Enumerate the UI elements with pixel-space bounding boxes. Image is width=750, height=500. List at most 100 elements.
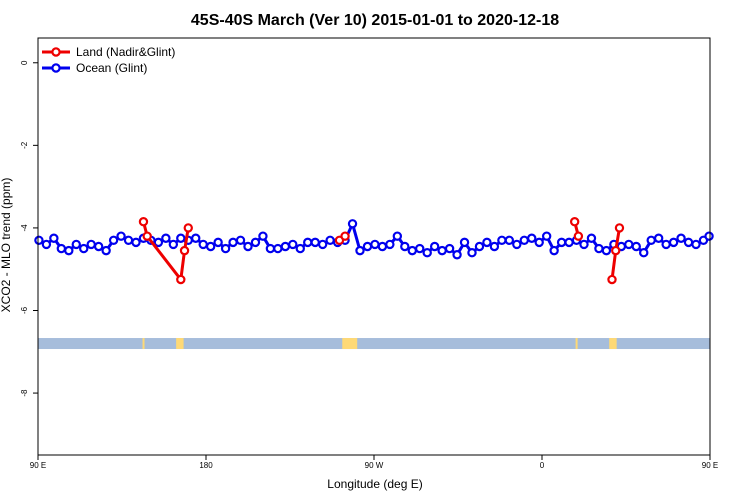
ocean-point	[176, 233, 186, 243]
y-axis: 0 -2 -4 -6 -8	[20, 60, 38, 397]
ocean-point	[489, 241, 500, 252]
ocean-point	[93, 241, 104, 252]
land-point	[614, 223, 625, 233]
ocean-point	[691, 239, 701, 250]
ocean-point	[273, 243, 283, 254]
ocean-point	[512, 239, 522, 250]
ocean-point	[265, 243, 276, 254]
ocean-point	[444, 243, 455, 254]
ocean-point	[474, 241, 485, 252]
ocean-point	[280, 241, 291, 252]
ocean-point	[79, 243, 89, 254]
legend-marker	[51, 63, 61, 73]
x-tick-label: 0	[540, 461, 545, 470]
x-tick-label: 180	[199, 461, 213, 470]
ocean-point	[601, 245, 612, 256]
ocean-point	[161, 233, 171, 243]
ocean-point	[325, 235, 335, 246]
ocean-point	[415, 243, 425, 254]
ocean-point	[235, 235, 246, 246]
ocean-point	[400, 241, 410, 252]
ocean-point	[653, 233, 664, 243]
y-tick-label: -8	[20, 389, 29, 397]
ocean-point	[452, 250, 462, 260]
ocean-point	[64, 245, 74, 256]
chart-title: 45S-40S March (Ver 10) 2015-01-01 to 202…	[191, 12, 559, 29]
land-point	[340, 231, 350, 241]
ocean-point	[153, 237, 164, 248]
ocean-point	[116, 231, 126, 241]
y-tick-label: -6	[20, 306, 29, 314]
ocean-point	[198, 239, 208, 250]
x-axis: 90 E 180 90 W 0 90 E	[30, 455, 718, 470]
ocean-point	[108, 235, 119, 246]
ocean-point	[467, 247, 477, 258]
y-axis-label: XCO2 - MLO trend (ppm)	[0, 178, 13, 313]
x-tick-label: 90 E	[702, 461, 718, 470]
ocean-point	[437, 245, 447, 256]
ocean-point	[683, 237, 694, 248]
ocean-point	[49, 233, 59, 243]
ocean-point	[41, 239, 52, 250]
land-point	[569, 217, 580, 227]
ocean-point	[661, 239, 671, 250]
land-patch	[575, 338, 578, 350]
y-tick-label: -2	[20, 141, 29, 149]
ocean-point	[407, 245, 417, 256]
ocean-point	[220, 243, 231, 254]
ocean-point	[362, 241, 373, 252]
ocean-point	[131, 237, 141, 248]
x-tick-label: 90 W	[365, 461, 384, 470]
x-axis-label: Longitude (deg E)	[327, 477, 422, 491]
ocean-point	[56, 243, 67, 254]
land-patch	[142, 338, 145, 350]
ocean-point	[504, 235, 515, 246]
ocean-point	[355, 245, 365, 256]
ocean-point	[86, 239, 96, 250]
ocean-point	[579, 239, 589, 250]
ocean-point	[101, 245, 111, 256]
ocean-point	[482, 237, 492, 248]
ocean-point	[549, 245, 559, 256]
x-tick-label: 90 E	[30, 461, 46, 470]
ocean-point	[676, 233, 686, 243]
ocean-point	[370, 239, 380, 250]
ocean-point	[191, 233, 201, 243]
ocean-point	[168, 239, 179, 250]
ocean-point	[639, 247, 649, 258]
land-point	[183, 223, 193, 233]
land-point	[607, 274, 617, 285]
ocean-point	[459, 237, 470, 248]
ocean-point	[228, 237, 238, 248]
ocean-point	[303, 237, 313, 248]
land-point	[138, 217, 149, 227]
ocean-point	[624, 239, 634, 250]
legend-marker	[51, 47, 61, 57]
ocean-point	[34, 235, 44, 246]
ocean-point	[250, 237, 261, 248]
land-point	[611, 245, 621, 256]
land-point	[176, 274, 186, 285]
ocean-point	[377, 241, 388, 252]
ocean-point	[205, 241, 216, 252]
ocean-point	[288, 239, 298, 250]
ocean-point	[534, 237, 544, 248]
ocean-point	[594, 243, 604, 254]
ocean-point	[586, 233, 597, 243]
land-patch	[176, 338, 184, 350]
land-patch	[609, 338, 617, 350]
legend-label: Land (Nadir&Glint)	[76, 45, 175, 59]
ocean-point	[668, 237, 679, 248]
ocean-strip	[38, 338, 710, 350]
ocean-point	[497, 235, 507, 246]
land-point	[573, 231, 584, 241]
series-group	[34, 217, 714, 285]
legend: Land (Nadir&Glint) Ocean (Glint)	[42, 45, 175, 75]
ocean-point	[385, 239, 395, 250]
surface-strip	[38, 338, 710, 350]
y-tick-label: -4	[20, 224, 29, 232]
land-patch	[342, 338, 358, 350]
ocean-point	[429, 241, 440, 252]
ocean-point	[123, 235, 134, 246]
